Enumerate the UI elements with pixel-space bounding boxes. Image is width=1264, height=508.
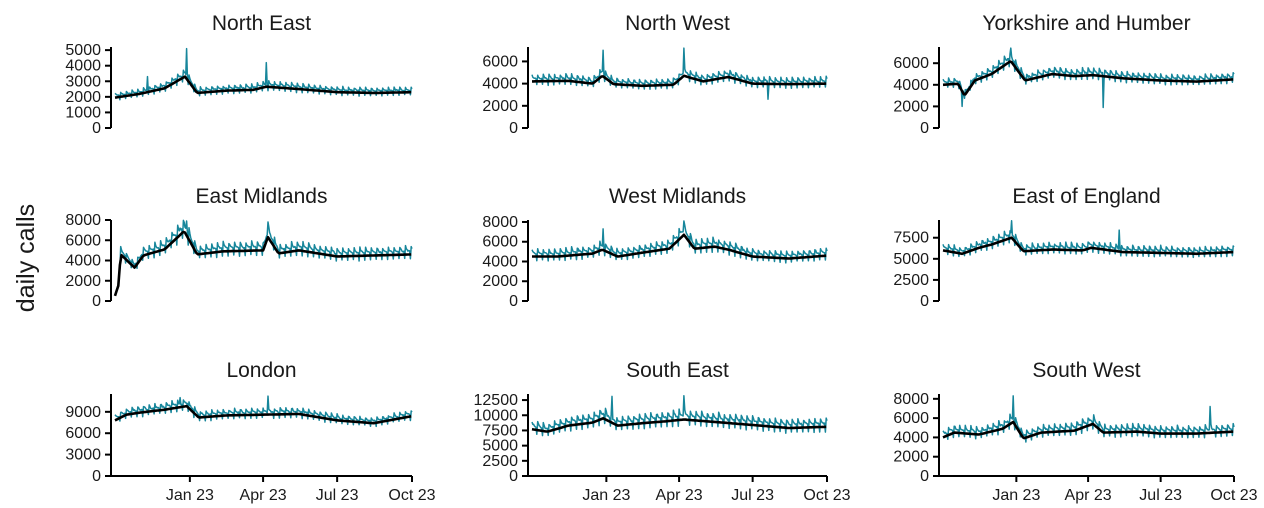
panel-yorkshire-and-humber: Yorkshire and Humber 0 2000 4000 6000 (893, 12, 1235, 137)
y-tick-label: 0 (920, 293, 929, 310)
daily-calls-line (531, 395, 828, 437)
x-tick-label: Apr 23 (240, 487, 287, 504)
y-axis-label: daily calls (12, 204, 40, 312)
y-tick-label: 3000 (65, 73, 101, 90)
x-tick-label: Jan 23 (166, 487, 214, 504)
y-tick-label: 8000 (482, 214, 518, 231)
x-tick-label: Jul 23 (316, 487, 359, 504)
trend-line (114, 404, 412, 425)
y-tick-label: 0 (92, 120, 101, 137)
panel-south-west: South West 0 2000 4000 6000 8000 Jan 23 Apr 23 J… (893, 359, 1257, 504)
y-tick-label: 0 (92, 468, 101, 485)
y-tick-label: 6000 (65, 232, 101, 249)
y-tick-label: 2000 (65, 89, 101, 106)
y-tick-label: 8000 (893, 391, 929, 408)
y-tick-label: 7500 (893, 230, 929, 247)
panel-title: East of England (1012, 185, 1160, 208)
panel-title: North East (212, 12, 311, 35)
y-tick-label: 2000 (482, 98, 518, 115)
trend-line (114, 75, 412, 99)
trend-line (942, 420, 1234, 440)
panel-title: West Midlands (609, 185, 746, 208)
x-tick-label: Oct 23 (1210, 487, 1257, 504)
y-tick-label: 9000 (65, 404, 101, 421)
trend-line (942, 60, 1234, 96)
y-tick-label: 0 (509, 293, 518, 310)
y-tick-label: 5000 (65, 42, 101, 59)
daily-calls-line (942, 220, 1235, 259)
trend-line (532, 74, 827, 88)
y-tick-label: 0 (920, 120, 929, 137)
panel-title: Yorkshire and Humber (982, 12, 1190, 35)
y-tick-label: 8000 (65, 212, 101, 229)
trend-line (942, 236, 1234, 256)
panel-london: London 0 3000 6000 9000 Jan 23 Apr 23 Jul 23 Oct… (65, 359, 435, 504)
y-tick-label: 4000 (65, 253, 101, 270)
panel-title: South West (1032, 359, 1140, 382)
y-tick-label: 1000 (65, 104, 101, 121)
y-tick-label: 7500 (482, 422, 518, 439)
y-tick-label: 3000 (65, 447, 101, 464)
y-tick-label: 2000 (893, 98, 929, 115)
panel-west-midlands: West Midlands 0 2000 4000 6000 8000 (482, 185, 828, 310)
panel-north-west: North West 0 2000 4000 6000 (482, 12, 828, 137)
y-tick-label: 6000 (482, 53, 518, 70)
daily-calls-line (114, 47, 413, 101)
y-tick-label: 0 (920, 468, 929, 485)
x-tick-label: Jan 23 (992, 487, 1040, 504)
daily-calls-line (114, 395, 413, 428)
x-tick-label: Apr 23 (1065, 487, 1112, 504)
y-tick-label: 5000 (482, 438, 518, 455)
panel-title: South East (626, 359, 729, 382)
x-tick-label: Jul 23 (1139, 487, 1182, 504)
panel-title: London (226, 359, 296, 382)
y-tick-label: 2000 (482, 273, 518, 290)
y-tick-label: 4000 (482, 76, 518, 93)
trend-line (113, 230, 412, 297)
daily-calls-line (114, 219, 413, 296)
x-tick-label: Oct 23 (388, 487, 435, 504)
y-tick-label: 0 (92, 293, 101, 310)
x-tick-label: Jul 23 (731, 487, 774, 504)
y-tick-label: 12500 (474, 392, 519, 409)
y-tick-label: 4000 (482, 253, 518, 270)
panel-east-midlands: East Midlands 0 2000 4000 6000 8000 (65, 185, 413, 310)
y-tick-label: 6000 (893, 410, 929, 427)
panel-title: North West (625, 12, 730, 35)
y-tick-label: 2000 (893, 449, 929, 466)
x-tick-label: Jan 23 (582, 487, 630, 504)
y-tick-label: 2500 (893, 272, 929, 289)
y-tick-label: 4000 (893, 77, 929, 94)
daily-calls-line (942, 47, 1235, 109)
trend-line (531, 417, 827, 433)
y-tick-label: 6000 (65, 425, 101, 442)
y-tick-label: 6000 (482, 234, 518, 251)
y-tick-label: 4000 (65, 58, 101, 75)
panel-east-of-england: East of England 0 2500 5000 7500 (893, 185, 1235, 310)
daily-calls-line (531, 220, 828, 264)
y-tick-label: 2000 (65, 273, 101, 290)
y-tick-label: 5000 (893, 251, 929, 268)
daily-calls-line (942, 395, 1235, 443)
x-tick-label: Apr 23 (656, 487, 703, 504)
y-tick-label: 4000 (893, 429, 929, 446)
panel-title: East Midlands (196, 185, 328, 208)
y-tick-label: 2500 (482, 453, 518, 470)
y-tick-label: 0 (509, 120, 518, 137)
y-tick-label: 0 (509, 468, 518, 485)
trend-line (532, 233, 827, 260)
daily-calls-line (531, 47, 828, 100)
x-tick-label: Oct 23 (803, 487, 850, 504)
y-tick-label: 6000 (893, 55, 929, 72)
y-tick-label: 10000 (474, 407, 519, 424)
